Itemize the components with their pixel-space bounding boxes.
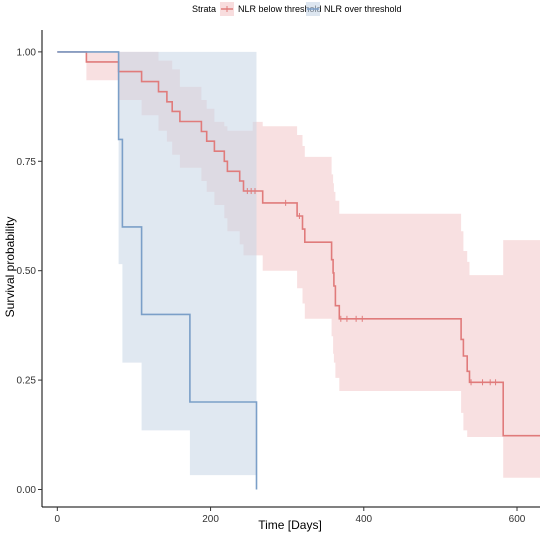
y-tick-label: 0.50 [17,266,37,277]
legend-label-nlr-over: NLR over threshold [324,4,402,14]
y-tick-label: 0.25 [17,376,37,387]
legend-label-nlr-below: NLR below threshold [238,4,322,14]
y-axis-title: Survival probability [3,217,17,318]
confidence-band-nlr-over [57,51,257,476]
y-tick-label: 0.75 [17,157,37,168]
y-tick-label: 1.00 [17,47,37,58]
survival-curve-nlr-over [57,51,258,490]
legend-key-nlr-over [306,2,320,16]
legend-title: Strata [192,4,216,14]
survival-curve-nlr-below [57,51,540,437]
tick-labels: 0 200 400 600 0.00 0.25 0.50 0.75 1.00 [17,47,526,525]
x-axis-title: Time [Days] [258,518,322,532]
legend: Strata NLR below threshold NLR over thre… [192,2,402,16]
survival-curves [57,51,540,490]
legend-key-nlr-below [220,2,234,16]
axes [38,30,540,511]
x-tick-label: 400 [355,514,372,525]
x-tick-label: 0 [55,514,61,525]
x-tick-label: 200 [202,514,219,525]
confidence-band-nlr-below [57,51,541,478]
censor-marks [246,188,497,386]
x-tick-label: 600 [509,514,526,525]
confidence-bands [57,51,541,478]
y-tick-label: 0.00 [17,485,37,496]
